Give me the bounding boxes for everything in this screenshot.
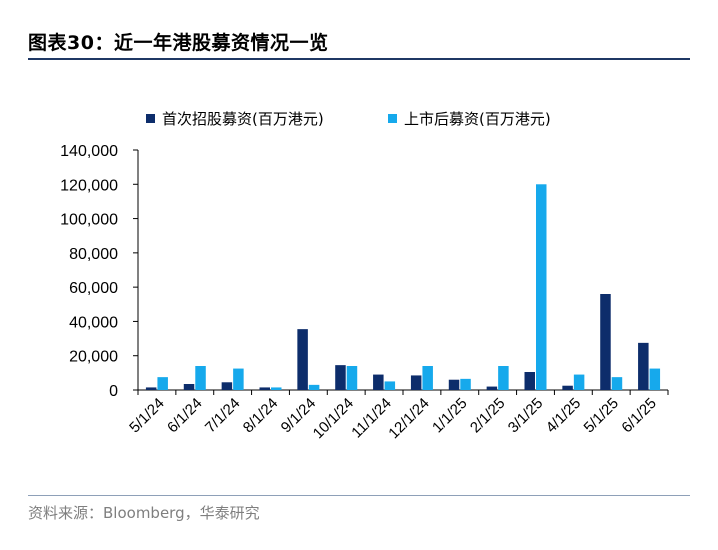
bar-ipo-4/1/25: [562, 385, 573, 390]
legend-label: 上市后募资(百万港元): [404, 110, 551, 128]
bar-post-4/1/25: [573, 374, 585, 390]
bar-post-10/1/24: [346, 366, 358, 390]
y-tick-label: 80,000: [69, 246, 118, 263]
bar-ipo-6/1/25: [638, 342, 649, 390]
page-title: 图表30：近一年港股募资情况一览: [28, 32, 329, 54]
bar-ipo-9/1/24: [297, 329, 308, 390]
y-axis: 0 20,000 40,000 60,000 80,000 100,000 120,000 1…: [60, 143, 139, 400]
bar-ipo-12/1/24: [410, 375, 422, 390]
bars: [145, 184, 661, 390]
x-tick-label: 2/1/25: [467, 395, 509, 437]
footer-rule: [28, 495, 690, 496]
legend-label: 首次招股募资(百万港元): [162, 110, 324, 128]
bar-post-11/1/24: [384, 381, 396, 390]
legend: 首次招股募资(百万港元) 上市后募资(百万港元): [146, 110, 551, 128]
x-tick-label: 3/1/25: [505, 395, 547, 437]
bar-ipo-8/1/24: [259, 387, 270, 390]
bar-post-6/1/24: [195, 366, 206, 390]
source-note: 资料来源：Bloomberg，华泰研究: [28, 504, 260, 522]
x-tick-label: 6/1/25: [618, 395, 660, 437]
bar-post-6/1/25: [649, 368, 661, 390]
bar-post-8/1/24: [271, 387, 282, 390]
title-rule: [28, 58, 690, 60]
x-tick-label: 11/1/24: [348, 395, 395, 442]
x-tick-label: 12/1/24: [385, 395, 432, 442]
bar-ipo-3/1/25: [524, 372, 535, 390]
bar-ipo-11/1/24: [373, 374, 384, 390]
y-tick-label: 120,000: [60, 177, 118, 194]
y-tick-label: 60,000: [69, 280, 118, 297]
x-axis: 5/1/246/1/247/1/248/1/249/1/2410/1/2411/…: [126, 389, 669, 442]
x-tick-label: 8/1/24: [240, 395, 282, 437]
y-tick-label: 140,000: [60, 143, 118, 160]
y-tick-label: 100,000: [60, 212, 118, 229]
y-tick-label: 0: [109, 383, 118, 400]
bar-ipo-5/1/25: [600, 294, 611, 390]
bar-post-5/1/25: [611, 377, 623, 390]
x-tick-label: 6/1/24: [164, 395, 206, 437]
bar-post-5/1/24: [157, 377, 168, 390]
bar-ipo-1/1/25: [448, 379, 460, 390]
x-tick-label: 5/1/24: [126, 395, 168, 437]
x-tick-label: 10/1/24: [310, 395, 357, 442]
x-tick-label: 4/1/25: [543, 395, 585, 437]
bar-post-2/1/25: [498, 366, 509, 390]
y-tick-label: 40,000: [69, 314, 118, 331]
bar-ipo-10/1/24: [335, 365, 346, 390]
bar-post-7/1/24: [233, 368, 244, 390]
x-tick-label: 7/1/24: [202, 395, 244, 437]
bar-ipo-7/1/24: [221, 382, 233, 390]
y-tick-label: 20,000: [69, 349, 118, 366]
bar-ipo-2/1/25: [486, 386, 498, 390]
legend-swatch: [146, 114, 155, 123]
bar-ipo-6/1/24: [183, 384, 195, 390]
bar-post-3/1/25: [536, 184, 547, 390]
x-tick-label: 5/1/25: [581, 395, 623, 437]
bar-post-1/1/25: [460, 378, 471, 390]
x-tick-label: 1/1/25: [429, 395, 471, 437]
bar-ipo-5/1/24: [145, 387, 157, 390]
bar-post-12/1/24: [422, 366, 433, 390]
legend-swatch: [388, 114, 397, 123]
bar-post-9/1/24: [308, 384, 320, 390]
